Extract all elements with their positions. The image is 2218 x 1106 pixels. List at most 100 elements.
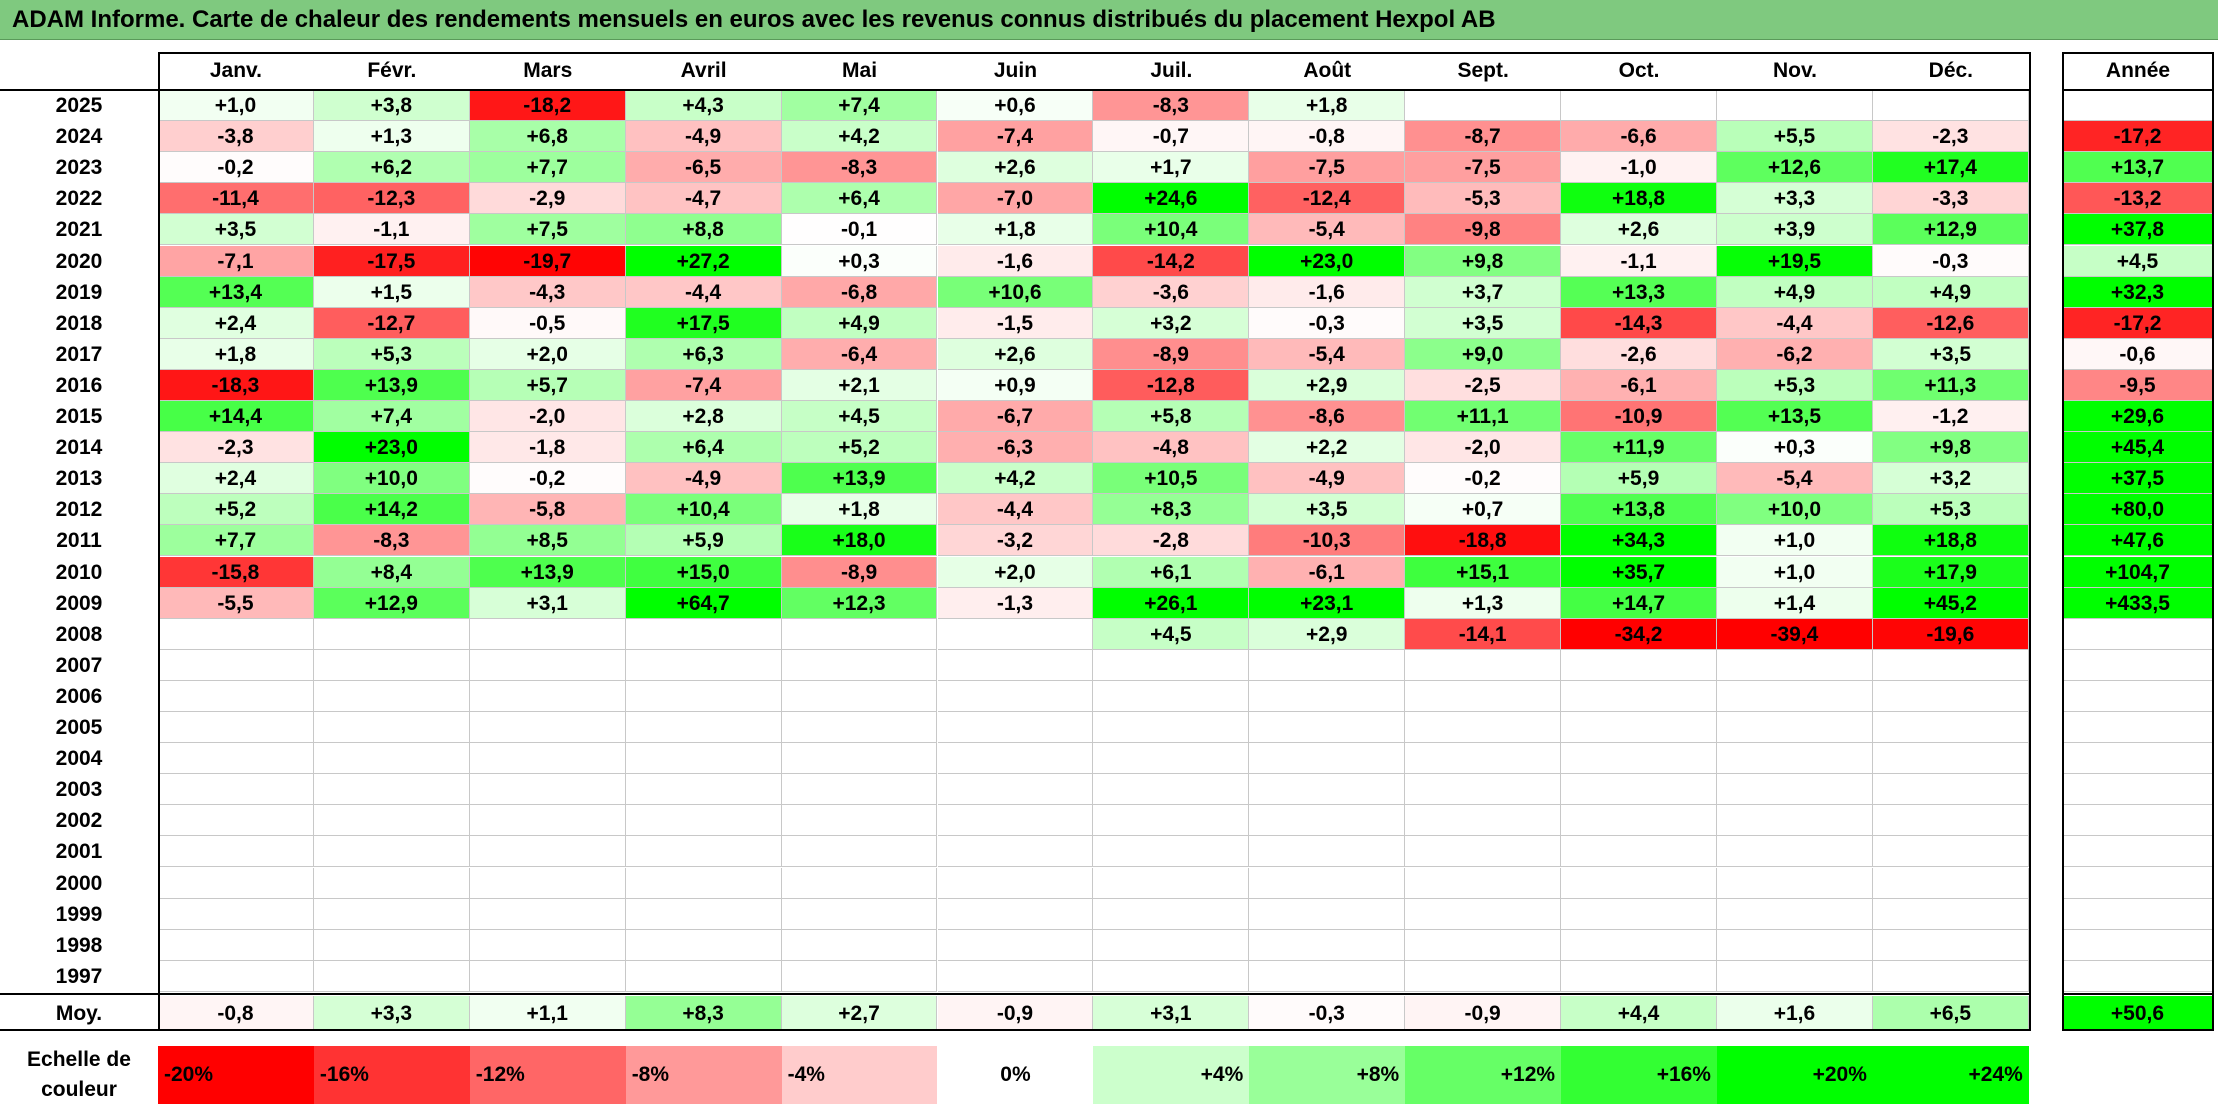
heatmap-cell	[625, 618, 782, 650]
heatmap-cell	[1249, 680, 1406, 712]
heatmap-cell	[1561, 898, 1717, 930]
legend-swatch: -8%	[625, 1046, 782, 1104]
heatmap-cell: +24,6	[1093, 183, 1250, 215]
heatmap-cell: +12,9	[313, 587, 470, 619]
heatmap-cell: +1,8	[158, 338, 314, 370]
annual-cell	[2062, 743, 2214, 775]
heatmap-cell: +0,3	[1717, 432, 1873, 464]
heatmap-cell	[1249, 649, 1406, 681]
heatmap-cell: -6,2	[1717, 338, 1873, 370]
average-divider	[0, 992, 2031, 995]
heatmap-cell	[1717, 898, 1873, 930]
heatmap-cell: +3,2	[1093, 307, 1250, 339]
heatmap-cell	[781, 929, 938, 961]
heatmap-cell: +4,5	[781, 401, 938, 433]
heatmap-cell: -9,8	[1405, 214, 1562, 246]
heatmap-cell: +2,4	[158, 307, 314, 339]
month-header: Mai	[842, 59, 878, 82]
heatmap-cell	[1561, 774, 1717, 806]
heatmap-cell: -0,7	[1093, 121, 1250, 153]
heatmap-cell	[1093, 743, 1250, 775]
heatmap-cell	[158, 680, 314, 712]
heatmap-cell: +12,9	[1872, 214, 2029, 246]
heatmap-cell: -0,1	[781, 214, 938, 246]
heatmap-cell	[781, 712, 938, 744]
heatmap-cell: +1,4	[1717, 587, 1873, 619]
heatmap-cell	[313, 712, 470, 744]
annual-cell: -9,5	[2062, 369, 2214, 401]
heatmap-cell: +13,3	[1561, 276, 1717, 308]
heatmap-cell	[1093, 929, 1250, 961]
heatmap-cell: -18,8	[1405, 525, 1562, 557]
heatmap-cell	[1717, 774, 1873, 806]
heatmap-cell	[1717, 712, 1873, 744]
annual-cell: +45,4	[2062, 432, 2214, 464]
heatmap-cell: +35,7	[1561, 556, 1717, 588]
year-label: 2001	[55, 840, 103, 864]
heatmap-cell	[158, 712, 314, 744]
heatmap-cell: -4,4	[937, 494, 1094, 526]
average-cell: +3,1	[1093, 995, 1250, 1031]
average-label: Moy.	[55, 1001, 103, 1025]
annual-cell	[2062, 680, 2214, 712]
heatmap-cell	[158, 867, 314, 899]
heatmap-cell: -7,1	[158, 245, 314, 277]
heatmap-cell	[625, 712, 782, 744]
heatmap-cell	[1872, 774, 2029, 806]
annual-average-divider	[2062, 992, 2214, 995]
heatmap-cell	[1561, 90, 1717, 122]
year-label: 2007	[55, 653, 103, 677]
heatmap-cell: -2,3	[158, 432, 314, 464]
heatmap-cell	[625, 867, 782, 899]
average-cell: -0,9	[1405, 995, 1562, 1031]
annual-cell	[2062, 712, 2214, 744]
heatmap-cell: +3,1	[469, 587, 626, 619]
heatmap-cell: +3,5	[1405, 307, 1562, 339]
heatmap-cell: +0,7	[1405, 494, 1562, 526]
heatmap-cell: +9,8	[1872, 432, 2029, 464]
year-label: 2023	[55, 156, 103, 180]
heatmap-cell: -8,3	[1093, 90, 1250, 122]
heatmap-cell: -5,5	[158, 587, 314, 619]
heatmap-cell	[781, 743, 938, 775]
average-cell: +1,1	[469, 995, 626, 1031]
heatmap-cell: +5,2	[781, 432, 938, 464]
year-header: Année	[2105, 59, 2171, 82]
heatmap-cell	[625, 743, 782, 775]
heatmap-cell: +1,8	[781, 494, 938, 526]
annual-cell: +13,7	[2062, 152, 2214, 184]
average-cell: -0,3	[1249, 995, 1406, 1031]
heatmap-cell	[937, 929, 1094, 961]
annual-cell: +104,7	[2062, 556, 2214, 588]
heatmap-cell: +17,9	[1872, 556, 2029, 588]
heatmap-cell: -34,2	[1561, 618, 1717, 650]
heatmap-cell: -2,8	[1093, 525, 1250, 557]
heatmap-cell: -4,3	[469, 276, 626, 308]
heatmap-cell: +4,5	[1093, 618, 1250, 650]
heatmap-cell: -0,3	[1249, 307, 1406, 339]
heatmap-cell	[937, 712, 1094, 744]
annual-cell: +4,5	[2062, 245, 2214, 277]
heatmap-cell: +4,2	[937, 463, 1094, 495]
year-label: 2020	[55, 249, 103, 273]
heatmap-cell: -2,5	[1405, 369, 1562, 401]
heatmap-cell: +5,3	[1872, 494, 2029, 526]
heatmap-cell	[1717, 836, 1873, 868]
heatmap-cell: -6,7	[937, 401, 1094, 433]
annual-cell: +32,3	[2062, 276, 2214, 308]
heatmap-cell: +1,7	[1093, 152, 1250, 184]
year-label: 2008	[55, 622, 103, 646]
heatmap-cell: -5,4	[1717, 463, 1873, 495]
heatmap-cell	[1249, 867, 1406, 899]
year-label: 2003	[55, 778, 103, 802]
heatmap-cell	[158, 805, 314, 837]
heatmap-cell: +6,3	[625, 338, 782, 370]
heatmap-cell	[158, 618, 314, 650]
legend-swatch: +20%	[1717, 1046, 1873, 1104]
heatmap-cell: -17,5	[313, 245, 470, 277]
heatmap-cell: -2,3	[1872, 121, 2029, 153]
heatmap-cell: +3,8	[313, 90, 470, 122]
heatmap-cell	[469, 898, 626, 930]
heatmap-cell: -3,6	[1093, 276, 1250, 308]
heatmap-cell	[1561, 712, 1717, 744]
